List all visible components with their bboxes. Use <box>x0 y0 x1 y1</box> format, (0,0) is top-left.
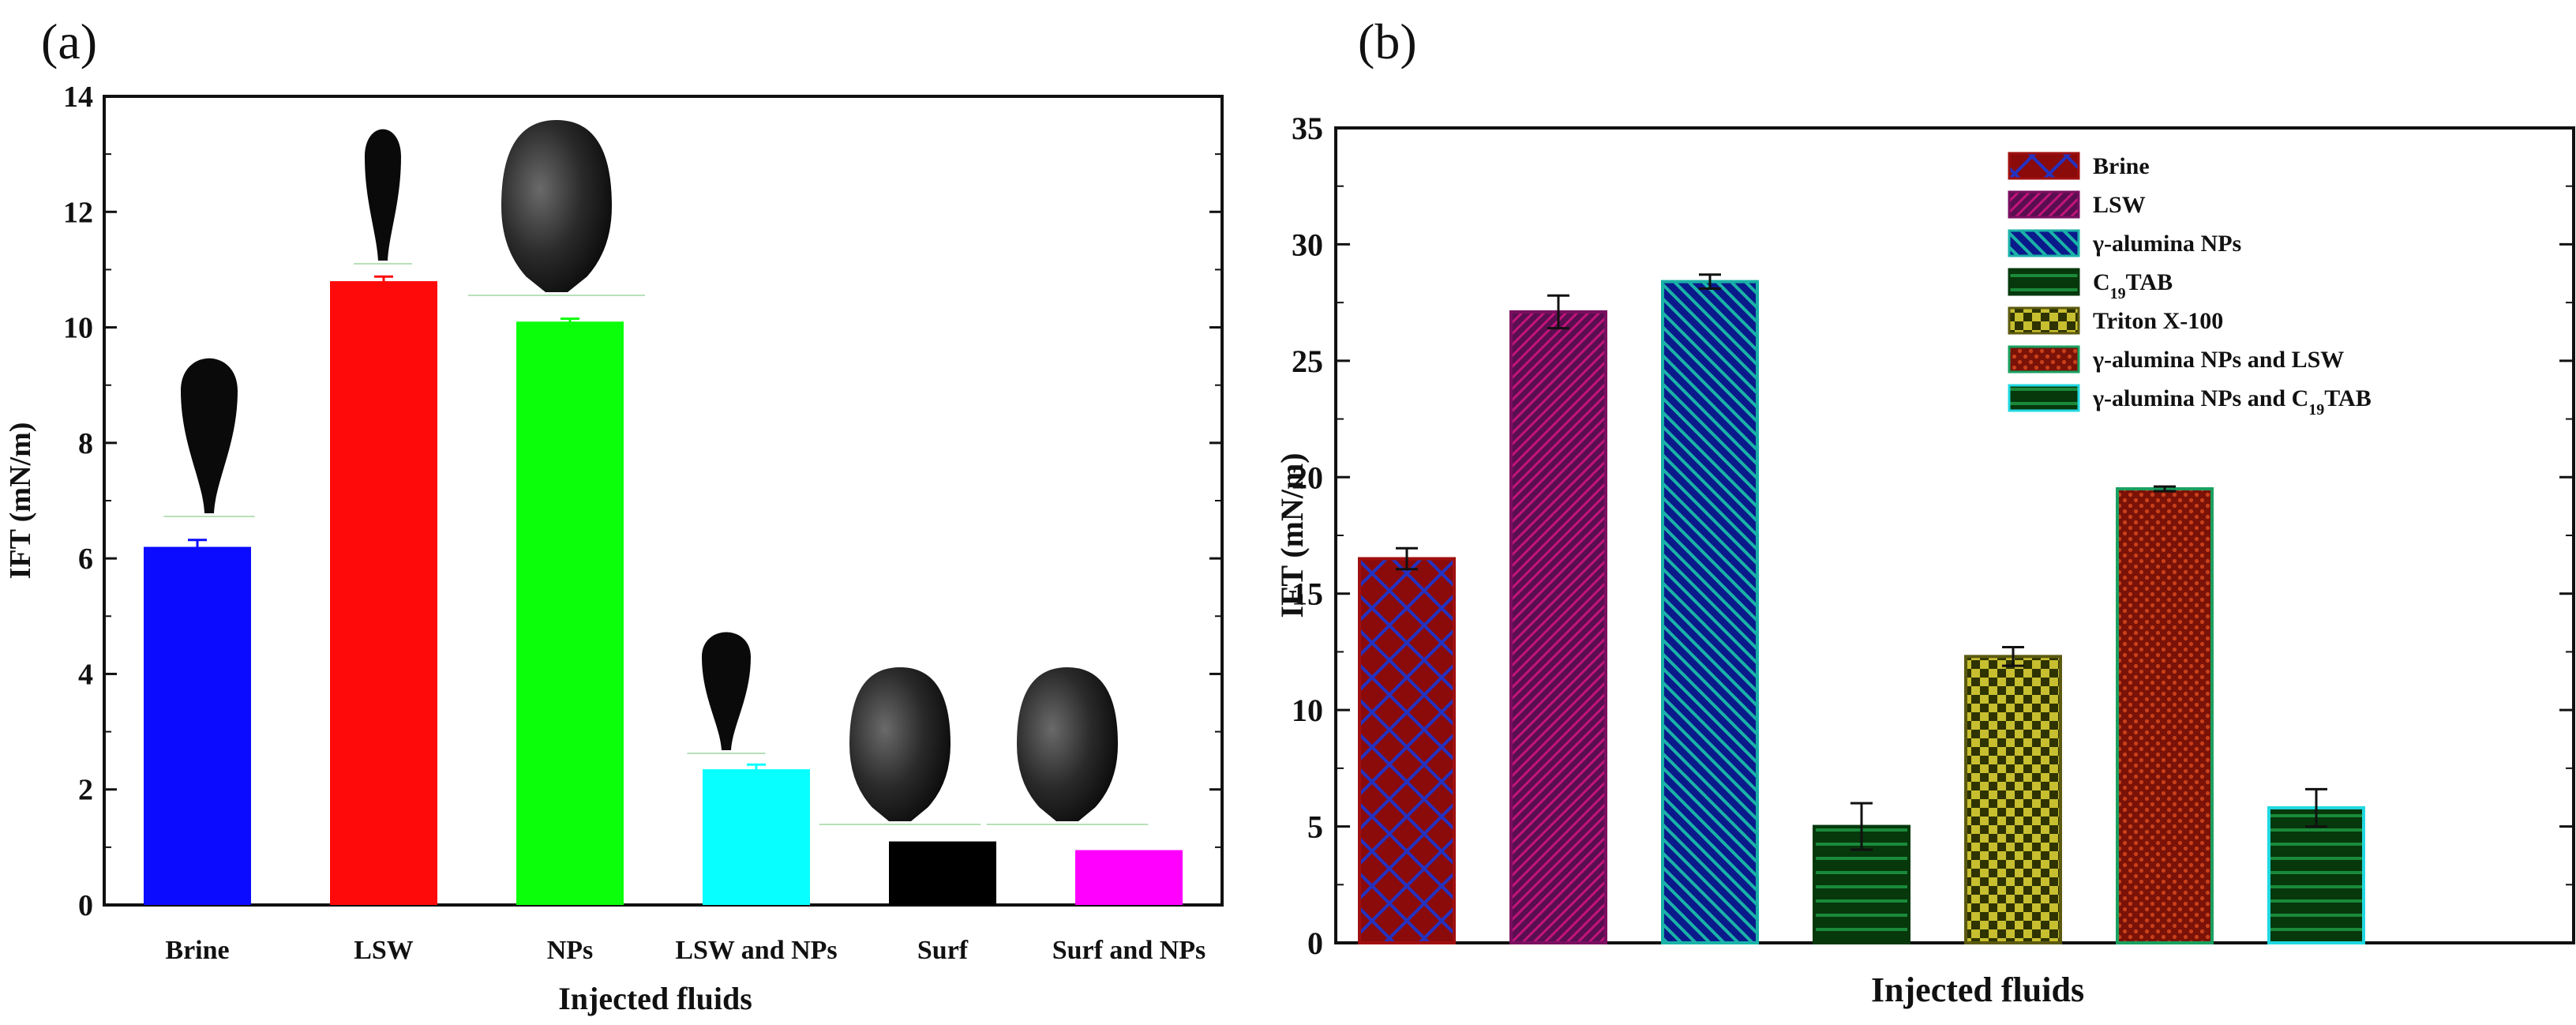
pendant-drop-image <box>687 632 766 754</box>
chart-a-y-tick-label: 14 <box>63 81 93 114</box>
chart-a-x-tick-label: LSW and NPs <box>675 936 837 965</box>
chart-a-bar <box>889 841 996 905</box>
chart-b-y-tick-label: 25 <box>1292 344 1323 379</box>
pendant-drop-image <box>468 120 645 296</box>
chart-b-y-axis-title: IFT (mN/m) <box>1274 452 1310 618</box>
chart-a-drop-images <box>163 120 1149 825</box>
chart-b-legend-label: γ-alumina NPs and C19TAB <box>2092 385 2372 419</box>
chart-a-bar <box>330 281 437 905</box>
chart-a-x-axis-title: Injected fluids <box>558 981 752 1016</box>
pendant-drop-shape <box>181 358 238 513</box>
chart-a-x-tick-label: Surf and NPs <box>1052 936 1206 965</box>
pendant-drop-shape <box>365 129 401 261</box>
chart-b-y-tick-label: 0 <box>1307 926 1323 961</box>
chart-a-x-tick-label: NPs <box>547 936 594 965</box>
chart-a-y-tick-label: 6 <box>78 543 93 576</box>
chart-a: 0 2 4 6 8 10 12 14 Brine LSW NPs LSW and NPs Surf Su… <box>4 81 1224 1016</box>
chart-b-legend-label: LSW <box>2093 192 2146 218</box>
chart-b-y-tick-label: 5 <box>1307 809 1323 845</box>
pendant-drop-shape <box>1017 667 1118 821</box>
chart-b-legend: Brine LSW γ-alumina NPs C19TAB Triton X-100 γ… <box>2008 152 2372 419</box>
chart-a-y-tick-label: 12 <box>63 196 93 229</box>
chart-a-y-tick-label: 2 <box>78 774 93 807</box>
chart-b-bar <box>1661 280 1759 944</box>
pendant-drop-image <box>163 358 255 517</box>
chart-b-legend-swatch <box>2008 190 2080 219</box>
chart-b-legend-item: Triton X-100 <box>2008 306 2223 335</box>
chart-a-bar <box>516 321 624 905</box>
chart-b-legend-swatch <box>2008 306 2080 335</box>
pendant-drop-image <box>819 667 981 825</box>
pendant-drop-image <box>986 667 1149 825</box>
chart-a-y-tick-label: 0 <box>78 889 93 922</box>
chart-b-legend-swatch <box>2008 384 2080 412</box>
chart-a-x-axis: Brine LSW NPs LSW and NPs Surf Surf and NPs <box>165 936 1206 965</box>
chart-b-legend-item: γ-alumina NPs and LSW <box>2008 345 2344 374</box>
chart-a-bar <box>703 769 810 905</box>
chart-a-y-tick-label: 4 <box>78 658 93 691</box>
chart-b-legend-label: γ-alumina NPs <box>2092 231 2241 257</box>
chart-a-bars <box>144 275 1183 905</box>
chart-b-legend-swatch <box>2008 268 2080 296</box>
chart-b-legend-item: γ-alumina NPs <box>2008 229 2241 257</box>
chart-b-legend-label: γ-alumina NPs and LSW <box>2092 347 2344 373</box>
chart-b-y-tick-label: 15 <box>1292 576 1323 612</box>
chart-b-legend-swatch <box>2008 345 2080 374</box>
chart-b-legend-label: C19TAB <box>2093 269 2173 302</box>
chart-b-y-tick-label: 10 <box>1292 693 1323 728</box>
chart-a-bar <box>1075 850 1183 905</box>
chart-a-x-tick-label: Brine <box>165 936 229 965</box>
pendant-drop-shape <box>849 667 951 821</box>
panel-a-label: (a) <box>41 13 97 69</box>
panel-b-label: (b) <box>1358 13 1417 69</box>
chart-b-y-tick-label: 20 <box>1292 460 1323 495</box>
chart-b-legend-label: Triton X-100 <box>2093 308 2223 334</box>
chart-b-y-tick-label: 30 <box>1292 227 1323 262</box>
chart-b-y-axis: 0 5 10 15 20 25 30 35 <box>1292 111 2574 961</box>
chart-b-bar <box>1358 557 1456 944</box>
chart-b-legend-item: C19TAB <box>2008 268 2173 302</box>
chart-a-y-axis: 0 2 4 6 8 10 12 14 <box>63 81 1222 922</box>
chart-a-y-tick-label: 10 <box>63 312 93 345</box>
chart-b-bar <box>1964 655 2062 945</box>
chart-b-legend-swatch <box>2008 152 2080 180</box>
chart-b-bar <box>2116 487 2214 944</box>
chart-a-x-tick-label: LSW <box>354 936 414 965</box>
pendant-drop-image <box>354 129 412 265</box>
chart-a-y-tick-label: 8 <box>78 427 93 460</box>
chart-b: 0 5 10 15 20 25 30 35 Brine LSW γ-alumina NPs C19T… <box>1274 111 2575 1009</box>
chart-b-legend-label: Brine <box>2093 153 2150 179</box>
chart-b-legend-item: Brine <box>2008 152 2150 180</box>
chart-b-bar <box>1509 310 1607 944</box>
pendant-drop-shape <box>702 632 751 750</box>
chart-a-x-tick-label: Surf <box>917 936 969 965</box>
pendant-drop-shape <box>501 120 612 292</box>
chart-b-legend-item: LSW <box>2008 190 2146 219</box>
chart-a-bar <box>144 546 251 905</box>
chart-b-bar <box>2267 805 2365 944</box>
chart-b-legend-swatch <box>2008 229 2080 257</box>
chart-b-bars <box>1358 273 2365 945</box>
chart-a-y-axis-title: IFT (mN/m) <box>4 422 37 580</box>
chart-b-legend-item: γ-alumina NPs and C19TAB <box>2008 384 2372 419</box>
chart-b-x-axis-title: Injected fluids <box>1871 971 2084 1009</box>
chart-b-y-tick-label: 35 <box>1292 111 1323 146</box>
